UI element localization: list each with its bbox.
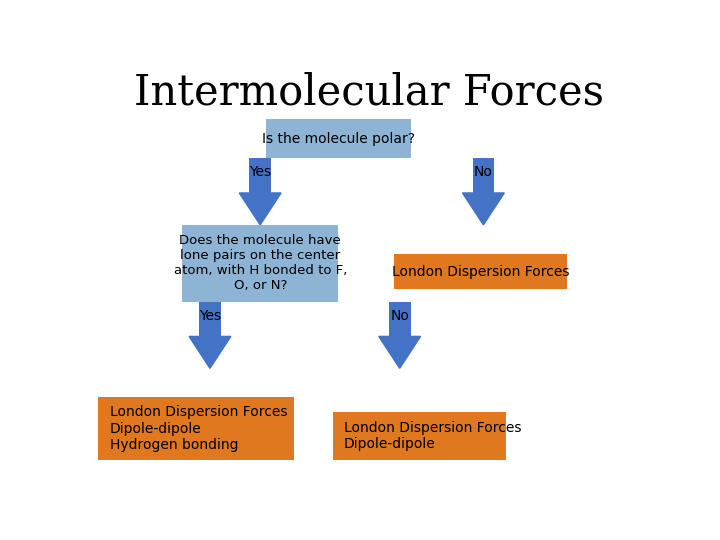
Text: Yes: Yes bbox=[249, 165, 271, 179]
Polygon shape bbox=[379, 336, 420, 368]
Bar bbox=[472, 158, 494, 193]
Text: London Dispersion Forces: London Dispersion Forces bbox=[392, 265, 570, 279]
Polygon shape bbox=[462, 193, 504, 225]
FancyBboxPatch shape bbox=[266, 119, 411, 158]
Text: No: No bbox=[474, 165, 492, 179]
Polygon shape bbox=[239, 193, 281, 225]
Text: Intermolecular Forces: Intermolecular Forces bbox=[134, 71, 604, 113]
Text: Is the molecule polar?: Is the molecule polar? bbox=[262, 132, 415, 146]
Bar bbox=[389, 302, 410, 336]
Bar bbox=[249, 158, 271, 193]
FancyBboxPatch shape bbox=[99, 397, 294, 460]
FancyBboxPatch shape bbox=[333, 412, 505, 460]
FancyBboxPatch shape bbox=[394, 254, 567, 289]
Text: No: No bbox=[390, 309, 409, 322]
Bar bbox=[199, 302, 221, 336]
Text: London Dispersion Forces
Dipole-dipole
Hydrogen bonding: London Dispersion Forces Dipole-dipole H… bbox=[109, 406, 287, 452]
Text: Does the molecule have
lone pairs on the center
atom, with H bonded to F,
O, or : Does the molecule have lone pairs on the… bbox=[174, 234, 347, 292]
FancyBboxPatch shape bbox=[182, 225, 338, 302]
Polygon shape bbox=[189, 336, 231, 368]
Text: Yes: Yes bbox=[199, 309, 221, 322]
Text: London Dispersion Forces
Dipole-dipole: London Dispersion Forces Dipole-dipole bbox=[344, 421, 521, 451]
